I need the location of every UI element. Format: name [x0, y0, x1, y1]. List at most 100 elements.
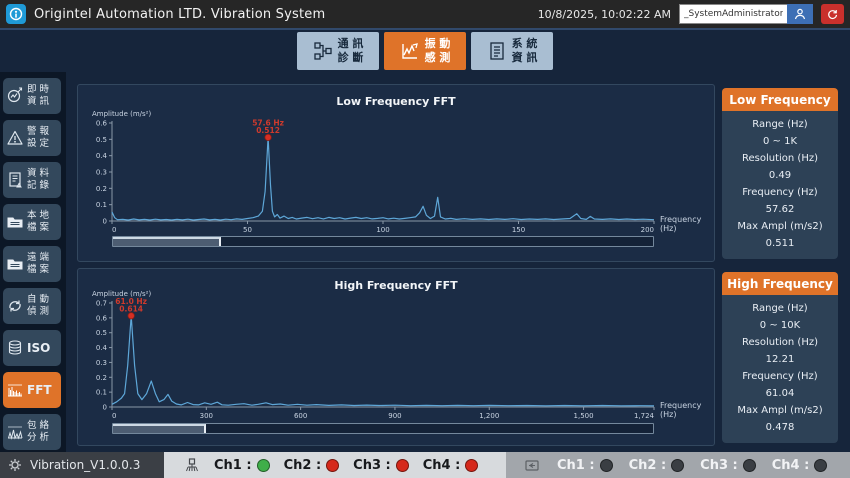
low-frequency-fft-chart[interactable]: 0 0.1 0.2 0.3 0.4 0.5 0.6 0 50 100 150 200 57.6 Hz0.…: [86, 117, 658, 235]
frequency-range-scrollbar[interactable]: [112, 423, 654, 434]
x-axis-label: Frequency (Hz): [660, 215, 702, 233]
app-version: Vibration_V1.0.0.3: [30, 458, 141, 472]
svg-text:61.0 Hz: 61.0 Hz: [115, 297, 147, 306]
sidebar-item-auto-detect[interactable]: 自 動偵 測: [3, 288, 61, 324]
output-channel-3: Ch3 :: [700, 458, 756, 473]
info-value: 57.62: [765, 204, 795, 215]
tab-label: 通 訊診 斷: [337, 37, 364, 64]
gear-icon: [9, 459, 21, 471]
info-label: Max Ampl (m/s2): [737, 405, 823, 416]
sidebar-item-label: 警 報設 定: [27, 126, 50, 149]
svg-text:300: 300: [200, 412, 213, 420]
channel-status-light: [742, 458, 756, 472]
svg-text:0.6: 0.6: [96, 314, 108, 322]
info-value: 0 ~ 10K: [759, 320, 801, 331]
svg-text:0: 0: [103, 218, 107, 226]
svg-text:900: 900: [388, 412, 401, 420]
main-nav-tabs: 通 訊診 斷 振 動感 測 系 統資 訊: [0, 32, 850, 70]
sidebar-item-alarm-settings[interactable]: 警 報設 定: [3, 120, 61, 156]
svg-text:0: 0: [112, 412, 116, 420]
info-label: Resolution (Hz): [741, 153, 818, 164]
user-account-input[interactable]: [679, 4, 787, 24]
tab-label: 系 統資 訊: [511, 37, 538, 64]
svg-text:1,500: 1,500: [574, 412, 594, 420]
warning-triangle-icon: [7, 130, 23, 145]
sidebar-item-label: 自 動偵 測: [27, 294, 50, 317]
svg-text:600: 600: [294, 412, 307, 420]
logo-icon: [9, 7, 23, 21]
sidebar-item-label: 包 絡分 析: [27, 420, 50, 443]
high-frequency-fft-panel: High Frequency FFT Amplitude (m/s²) 0 0.1…: [77, 268, 715, 446]
svg-text:0.1: 0.1: [96, 389, 107, 397]
svg-text:0.512: 0.512: [256, 126, 280, 135]
svg-text:50: 50: [243, 226, 252, 234]
sensor-channel-4: Ch4 :: [423, 458, 479, 473]
svg-text:0.3: 0.3: [96, 359, 107, 367]
svg-text:0.1: 0.1: [96, 201, 107, 209]
frequency-range-scrollbar[interactable]: [112, 236, 654, 247]
svg-text:0.4: 0.4: [96, 344, 108, 352]
info-value: 0 ~ 1K: [762, 136, 798, 147]
sidebar-item-label: ISO: [27, 340, 51, 355]
tab-vibration-sensing[interactable]: 振 動感 測: [384, 32, 466, 70]
sidebar-item-data-record[interactable]: 資 料記 錄: [3, 162, 61, 198]
sidebar-item-fft[interactable]: FFT: [3, 372, 61, 408]
info-panel-header: High Frequency: [722, 272, 838, 295]
version-section: Vibration_V1.0.0.3: [0, 452, 164, 478]
info-value: 0.49: [768, 170, 792, 181]
tab-communication-diagnostics[interactable]: 通 訊診 斷: [297, 32, 379, 70]
envelope-spectrum-icon: [8, 426, 23, 440]
high-frequency-fft-chart[interactable]: 0 0.1 0.2 0.3 0.4 0.5 0.6 0.7 0 300 600 900 1,200 1,5…: [86, 297, 658, 421]
svg-text:100: 100: [376, 226, 389, 234]
info-label: Range (Hz): [752, 119, 808, 130]
svg-text:150: 150: [512, 226, 525, 234]
sidebar-item-local-files[interactable]: 本 地檔 案: [3, 204, 61, 240]
restart-button[interactable]: [821, 4, 844, 24]
low-frequency-info-panel: Low Frequency Range (Hz) 0 ~ 1K Resoluti…: [722, 88, 838, 259]
svg-text:1,724: 1,724: [634, 412, 655, 420]
sensor-icon: [186, 458, 198, 472]
svg-text:57.6 Hz: 57.6 Hz: [252, 118, 284, 127]
user-icon: [794, 8, 806, 20]
user-login-button[interactable]: [787, 4, 813, 24]
info-panel-header: Low Frequency: [722, 88, 838, 111]
sidebar-item-realtime-info[interactable]: 即 時資 訊: [3, 78, 61, 114]
realtime-chart-icon: [7, 87, 23, 103]
sidebar-item-remote-files[interactable]: 遠 端檔 案: [3, 246, 61, 282]
info-label: Frequency (Hz): [742, 371, 818, 382]
sidebar-item-envelope-analysis[interactable]: 包 絡分 析: [3, 414, 61, 450]
sensor-channel-3: Ch3 :: [353, 458, 409, 473]
chart-title: High Frequency FFT: [334, 279, 458, 292]
tab-system-info[interactable]: 系 統資 訊: [471, 32, 553, 70]
high-frequency-info-panel: High Frequency Range (Hz) 0 ~ 10K Resolu…: [722, 272, 838, 443]
vibration-chart-icon: [401, 43, 418, 59]
channel-status-light: [465, 458, 479, 472]
y-axis-label: Amplitude (m/s²): [92, 110, 152, 118]
range-selection-handle[interactable]: [113, 237, 221, 246]
svg-text:0.4: 0.4: [96, 152, 108, 160]
data-record-icon: [9, 172, 22, 188]
info-value: 0.511: [765, 238, 795, 249]
info-label: Frequency (Hz): [742, 187, 818, 198]
status-bar: Vibration_V1.0.0.3 Ch1 : Ch2 : Ch3 : Ch4…: [0, 452, 850, 478]
range-selection-handle[interactable]: [113, 424, 207, 433]
app-title: Origintel Automation LTD. Vibration Syst…: [34, 6, 326, 22]
app-logo: [6, 4, 26, 24]
sidebar: 即 時資 訊 警 報設 定 資 料記 錄 本 地檔 案: [0, 72, 66, 452]
title-bar: Origintel Automation LTD. Vibration Syst…: [0, 0, 850, 28]
channel-status-light: [814, 458, 828, 472]
document-icon: [489, 42, 504, 60]
sidebar-item-iso[interactable]: ISO: [3, 330, 61, 366]
info-value: 12.21: [765, 354, 795, 365]
database-icon: [8, 340, 22, 355]
datetime-display: 10/8/2025, 10:02:22 AM: [537, 7, 671, 21]
svg-text:1,200: 1,200: [479, 412, 499, 420]
x-axis-label: Frequency (Hz): [660, 401, 702, 419]
channel-status-light: [256, 458, 270, 472]
chart-title: Low Frequency FFT: [336, 95, 456, 108]
svg-text:0.5: 0.5: [96, 136, 107, 144]
output-card-icon: [525, 459, 539, 471]
svg-text:0.7: 0.7: [96, 300, 107, 308]
output-channel-4: Ch4 :: [772, 458, 828, 473]
